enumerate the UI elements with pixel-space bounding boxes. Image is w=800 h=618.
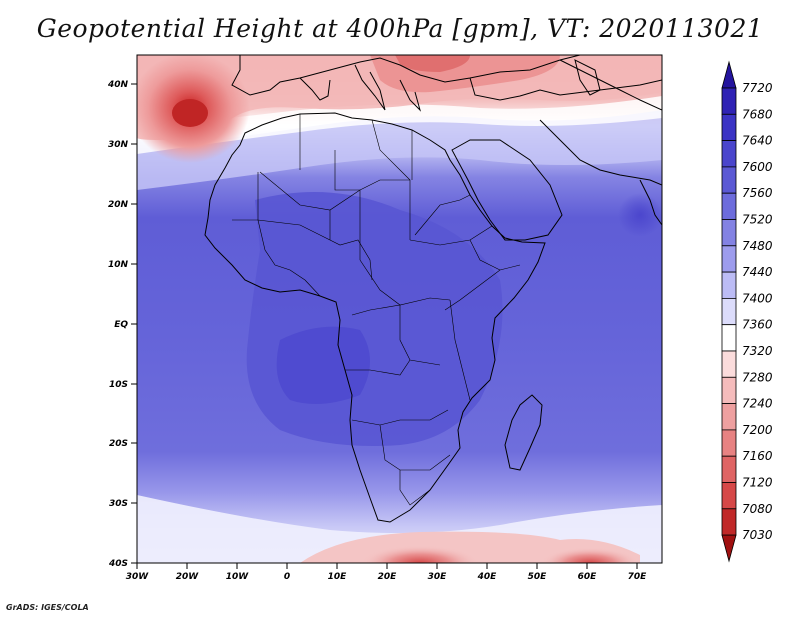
colorbar-swatch (721, 87, 737, 115)
lat-label: 40S (108, 559, 128, 569)
colorbar-top-arrow (721, 60, 737, 89)
contour-field (137, 55, 662, 563)
colorbar-label: 7520 (742, 213, 773, 227)
colorbar-label: 7200 (742, 423, 773, 437)
colorbar-swatch (721, 429, 737, 457)
colorbar-label: 7560 (742, 186, 773, 200)
lat-label: 30S (109, 499, 128, 509)
colorbar-label: 7240 (742, 397, 773, 411)
colorbar-label: 7480 (742, 239, 773, 253)
colorbar-label: 7600 (742, 160, 773, 174)
lon-label: 60E (578, 572, 598, 582)
colorbar-label: 7440 (742, 265, 773, 279)
latitude-axis: 40N 30N 20N 10N EQ 10S 20S 30S 40S (107, 80, 137, 569)
colorbar-label: 7120 (742, 476, 773, 490)
colorbar-label: 7030 (742, 528, 773, 542)
colorbar-swatch (721, 166, 737, 194)
colorbar-swatch (721, 455, 737, 483)
grads-credit: GrADS: IGES/COLA (6, 603, 89, 612)
colorbar-swatch (721, 192, 737, 220)
colorbar-label: 7640 (742, 134, 773, 148)
country-borders (232, 114, 521, 506)
lon-label: 40E (477, 572, 498, 582)
lat-label: 40N (107, 80, 129, 90)
colorbar-label: 7320 (742, 344, 773, 358)
map-frame (136, 54, 663, 564)
colorbar-swatch (721, 140, 737, 168)
lat-label: 30N (108, 140, 129, 150)
lon-label: 30E (428, 572, 448, 582)
colorbar-swatch (721, 376, 737, 404)
lon-label: 20W (176, 572, 200, 582)
colorbar-swatch (721, 350, 737, 378)
colorbar-swatch (721, 297, 737, 326)
colorbar-swatch (721, 324, 737, 352)
lon-label: 50E (528, 572, 548, 582)
colorbar-label: 7280 (742, 370, 773, 384)
map-title: Geopotential Height at 400hPa [gpm], VT:… (36, 14, 764, 43)
lon-label: 70E (628, 572, 648, 582)
colorbar-swatch (721, 271, 737, 299)
colorbar-label: 7160 (742, 449, 773, 463)
colorbar-label: 7680 (742, 107, 773, 121)
lon-label: 0 (284, 572, 290, 582)
colorbar-swatch (721, 482, 737, 510)
colorbar-swatch (721, 113, 737, 142)
lat-label: EQ (114, 320, 128, 330)
lon-label: 10E (328, 572, 348, 582)
lat-label: 20N (108, 200, 129, 210)
longitude-axis: 30W 20W 10W 0 10E 20E 30E 40E 50E 60E 70… (126, 563, 647, 582)
lat-label: 10S (109, 380, 128, 390)
colorbar-swatch (721, 508, 737, 536)
colorbar: 7720 7680 7640 7600 7560 7520 7480 7440 7400 7360… (721, 60, 773, 563)
lon-label: 30W (126, 572, 150, 582)
lon-label: 20E (378, 572, 398, 582)
lon-label: 10W (226, 572, 250, 582)
colorbar-swatch (721, 245, 737, 273)
lat-label: 20S (109, 439, 128, 449)
coastlines (204, 55, 662, 523)
colorbar-label: 7080 (742, 502, 773, 516)
colorbar-label: 7360 (742, 318, 773, 332)
colorbar-swatch (721, 403, 737, 431)
colorbar-label: 7720 (742, 81, 773, 95)
colorbar-bottom-arrow (721, 534, 737, 563)
lat-label: 10N (108, 260, 129, 270)
colorbar-swatch (721, 219, 737, 247)
colorbar-label: 7400 (742, 291, 773, 305)
